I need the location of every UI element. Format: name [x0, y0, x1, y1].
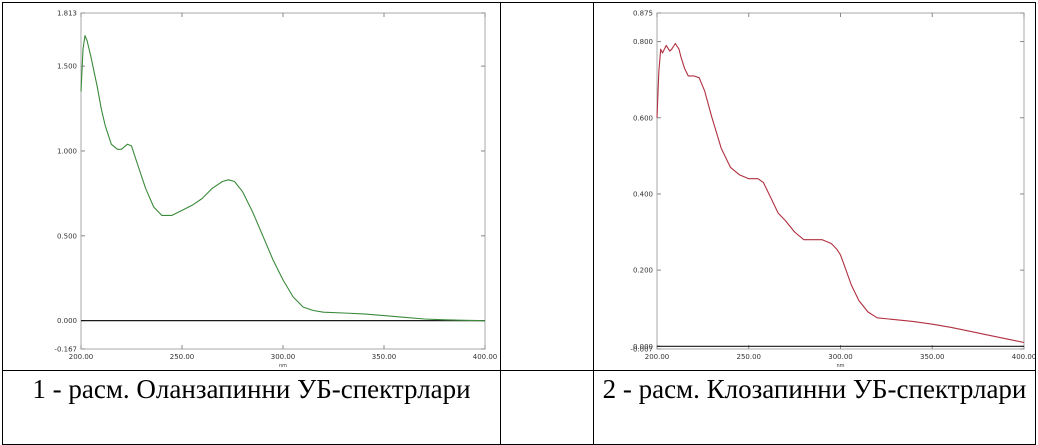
caption-olanzapine: 1 - расм. Оланзапинни УБ-спектрлари — [32, 374, 471, 404]
x-axis-label: nm — [836, 363, 844, 369]
y-tick-label: 0.400 — [633, 190, 653, 198]
y-tick-label: -0.007 — [630, 346, 653, 354]
x-tick-label: 250.00 — [170, 353, 195, 361]
y-tick-label: 0.875 — [633, 10, 653, 18]
x-tick-label: 400.00 — [1012, 353, 1035, 361]
y-tick-label: 0.800 — [633, 38, 653, 46]
caption-cell-1: 1 - расм. Оланзапинни УБ-спектрлари — [2, 370, 501, 445]
y-tick-label: 1.500 — [57, 63, 77, 71]
chart-cell-clozapine: -0.007 0.000 0.200 0.400 0.600 0.800 0.875 200.… — [593, 2, 1036, 371]
x-tick-label: 200.00 — [69, 353, 94, 361]
x-tick-label: 350.00 — [920, 353, 945, 361]
x-tick-label: 300.00 — [828, 353, 853, 361]
x-tick-label: 200.00 — [645, 353, 670, 361]
y-tick-label: 1.813 — [57, 10, 77, 18]
uv-spectrum-chart-olanzapine: -0.167 0.000 0.500 1.000 1.500 1.813 200.00 250… — [54, 10, 498, 370]
caption-clozapine: 2 - расм. Клозапинни УБ-спектрлари — [602, 374, 1027, 404]
x-axis-label: nm — [279, 363, 287, 369]
plot-frame — [656, 12, 1025, 350]
x-tick-label: 250.00 — [737, 353, 762, 361]
y-tick-label: 0.500 — [57, 232, 77, 240]
x-tick-label: 350.00 — [372, 353, 397, 361]
chart-cell-olanzapine: -0.167 0.000 0.500 1.000 1.500 1.813 200.00 250… — [2, 2, 501, 371]
caption-cell-2: 2 - расм. Клозапинни УБ-спектрлари — [593, 370, 1036, 445]
y-tick-label: 0.000 — [633, 343, 653, 351]
spacer-cell — [500, 2, 594, 371]
x-tick-label: 300.00 — [271, 353, 296, 361]
chart-row: -0.167 0.000 0.500 1.000 1.500 1.813 200.00 250… — [2, 2, 1036, 371]
y-tick-label: 1.000 — [57, 147, 77, 155]
spectrum-line — [80, 35, 486, 322]
y-tick-label: 0.000 — [57, 317, 77, 325]
y-tick-label: 0.600 — [633, 114, 653, 122]
caption-row: 1 - расм. Оланзапинни УБ-спектрлари 2 - … — [2, 370, 1036, 445]
x-tick-label: 400.00 — [473, 353, 498, 361]
y-tick-label: 0.200 — [633, 267, 653, 275]
plot-frame — [80, 12, 486, 350]
caption-spacer-cell — [500, 370, 594, 445]
spectrum-line — [656, 42, 1025, 344]
y-tick-label: -0.167 — [54, 346, 77, 354]
